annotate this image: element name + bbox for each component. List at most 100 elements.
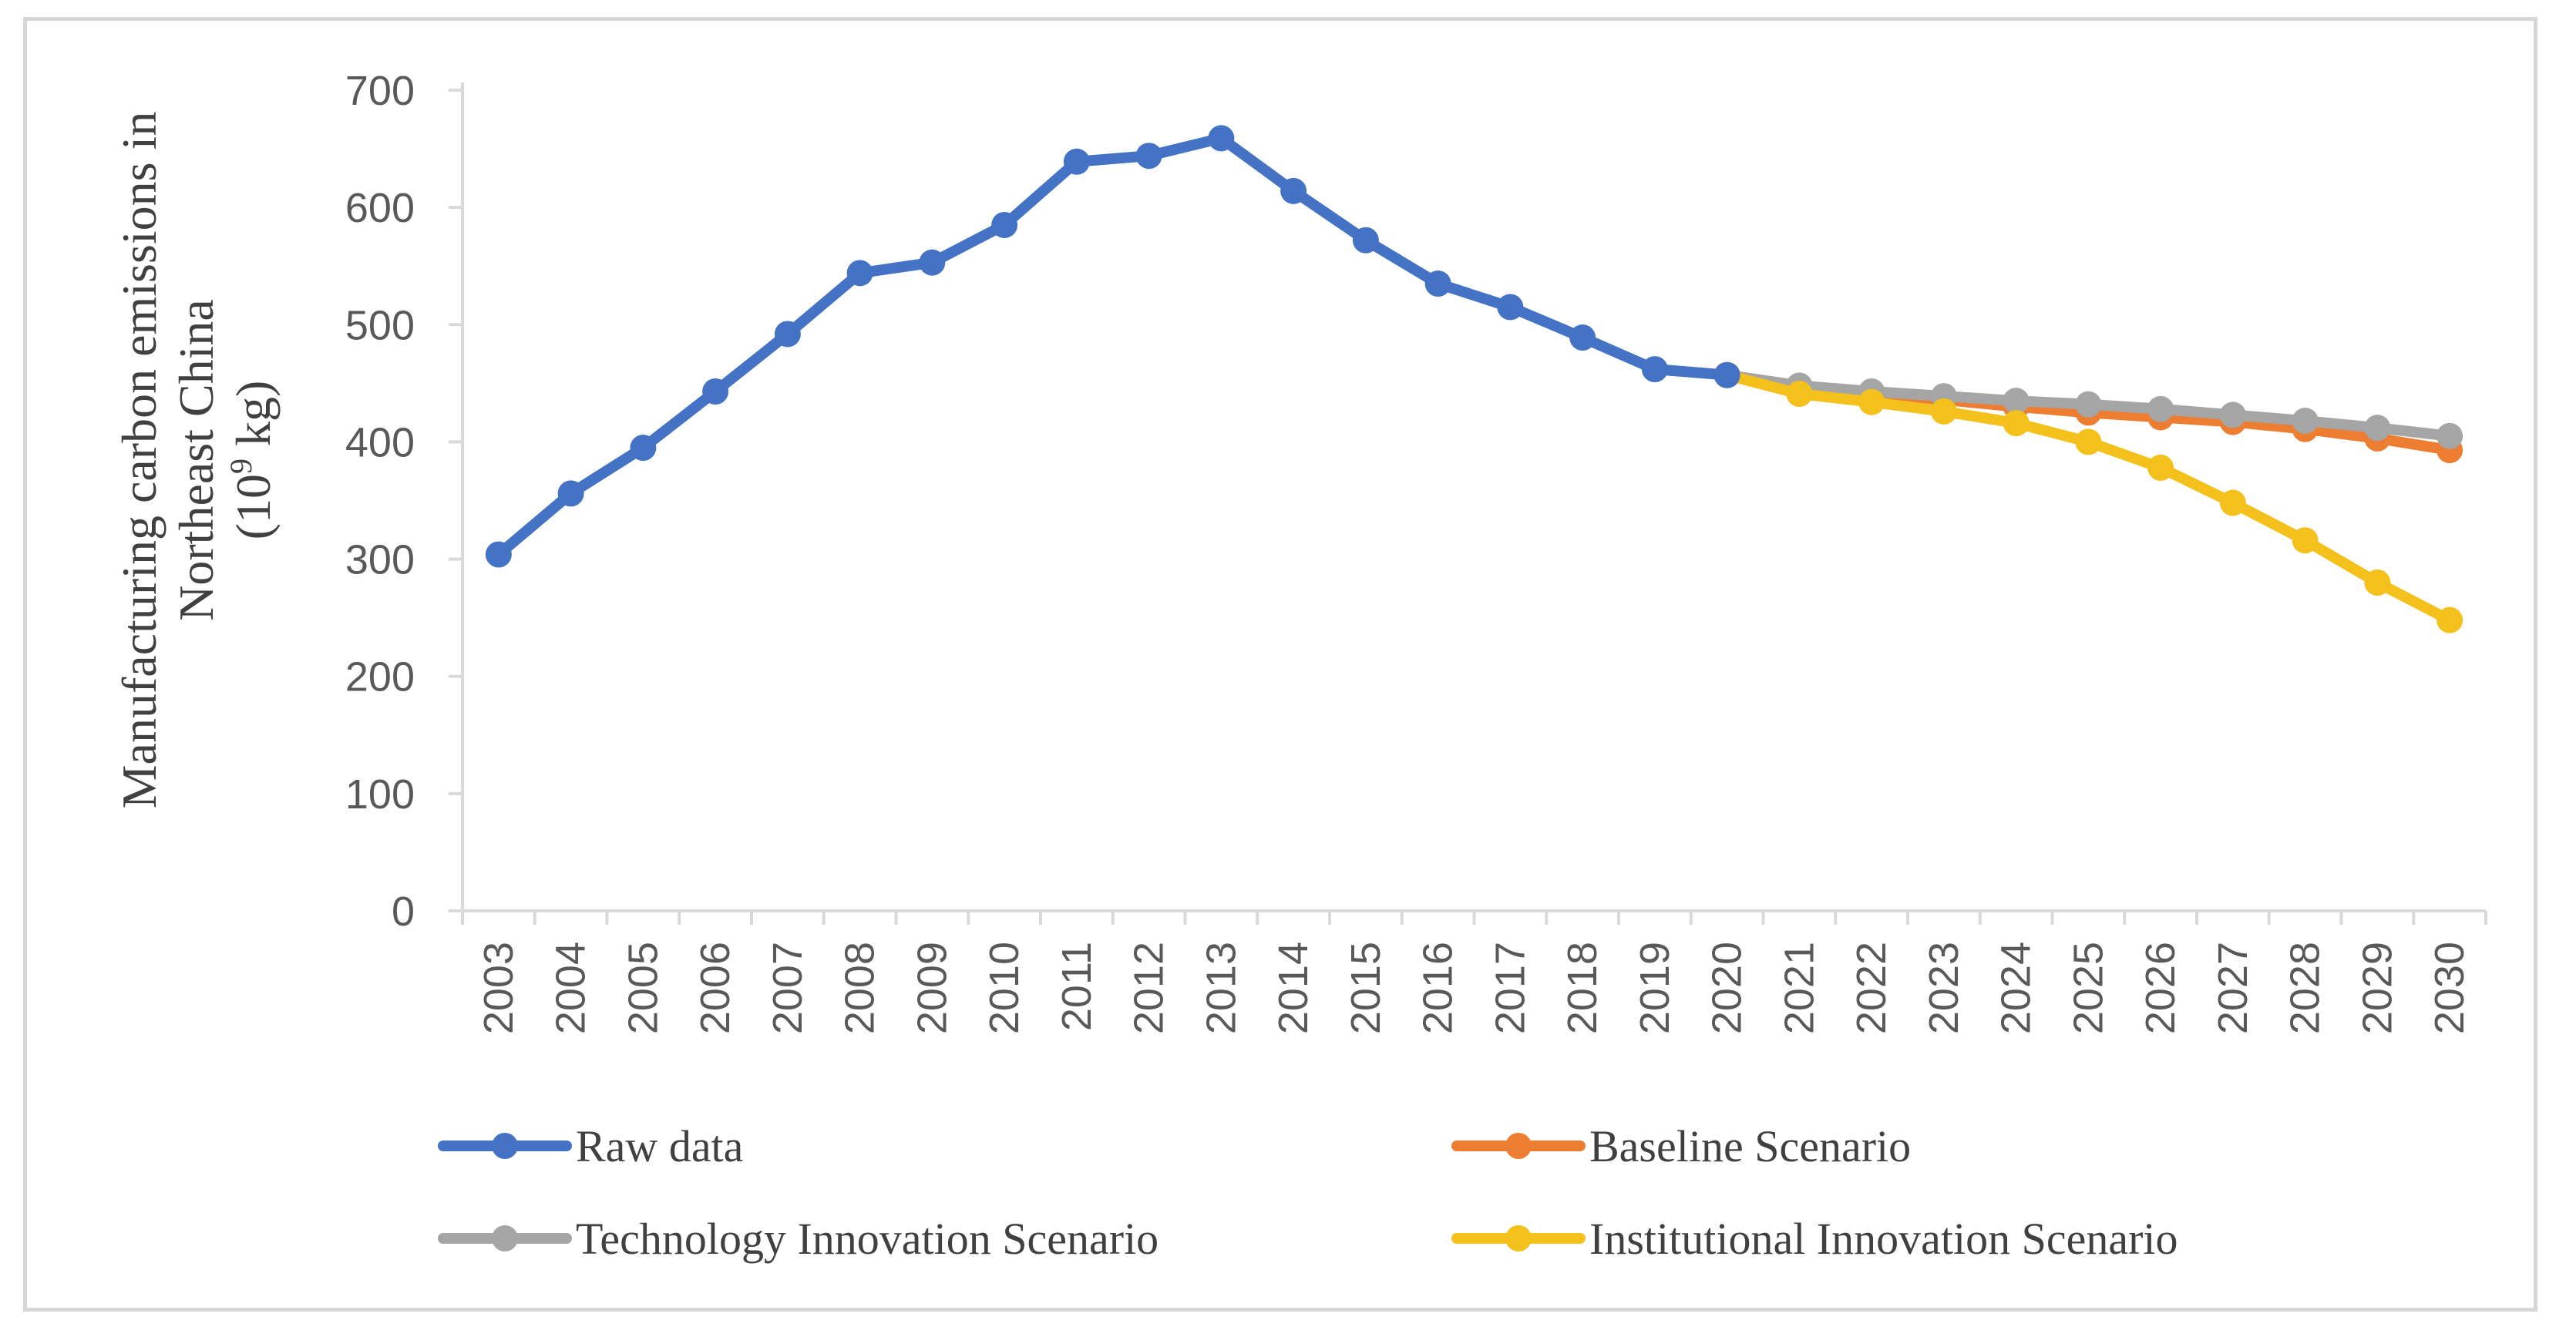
- x-tick-label: 2007: [765, 942, 811, 1034]
- x-tick-label: 2010: [981, 942, 1027, 1034]
- data-point-raw-data: [1063, 148, 1090, 175]
- legend-item-institutional-innovation-scenario: Institutional Innovation Scenario: [1451, 1214, 2178, 1264]
- data-point-raw-data: [774, 321, 801, 348]
- x-tick-label: 2025: [2065, 942, 2111, 1034]
- x-tick-label: 2016: [1415, 942, 1461, 1034]
- data-point-raw-data: [919, 249, 946, 276]
- y-tick-label: 500: [345, 302, 415, 348]
- data-point-institutional-innovation-scenario: [2075, 428, 2102, 455]
- x-tick-label: 2021: [1776, 942, 1822, 1034]
- x-tick-label: 2005: [620, 942, 666, 1034]
- y-axis-title-line-2: Northeast China: [169, 299, 224, 621]
- axes: [449, 82, 2487, 925]
- data-point-institutional-innovation-scenario: [2364, 569, 2391, 596]
- y-axis-title-unit: (109 kg): [224, 381, 281, 540]
- data-point-raw-data: [1497, 294, 1524, 321]
- legend-marker-raw-data: [492, 1133, 518, 1159]
- data-point-raw-data: [1135, 143, 1162, 170]
- legend: Raw data Baseline Scenario Technology Inno…: [438, 1121, 2178, 1264]
- data-point-institutional-innovation-scenario: [2219, 489, 2246, 516]
- x-tick-label: 2015: [1343, 942, 1389, 1034]
- x-tick-label: 2030: [2426, 942, 2473, 1034]
- x-tick-label: 2020: [1704, 942, 1750, 1034]
- legend-label-baseline-scenario: Baseline Scenario: [1589, 1121, 1911, 1171]
- y-tick-label: 200: [345, 654, 415, 700]
- data-point-raw-data: [1424, 270, 1451, 297]
- x-tick-label: 2029: [2354, 942, 2400, 1034]
- x-tick-label: 2024: [1993, 942, 2040, 1034]
- series-line-raw-data: [493, 133, 1733, 560]
- legend-label-institutional-innovation-scenario: Institutional Innovation Scenario: [1589, 1214, 2178, 1264]
- data-point-technology-innovation-scenario: [2147, 395, 2174, 422]
- x-tick-label: 2013: [1198, 942, 1244, 1034]
- data-point-raw-data: [630, 435, 657, 462]
- data-point-technology-innovation-scenario: [2003, 388, 2030, 415]
- data-point-raw-data: [1713, 361, 1740, 388]
- x-tick-label: 2027: [2210, 942, 2256, 1034]
- y-tick-label: 0: [392, 889, 415, 935]
- data-point-institutional-innovation-scenario: [2147, 454, 2174, 481]
- data-point-raw-data: [1641, 356, 1668, 383]
- data-point-raw-data: [485, 541, 512, 568]
- x-tick-label: 2003: [476, 942, 522, 1034]
- series-raw-data: [485, 125, 1740, 568]
- x-tick-label: 2011: [1054, 942, 1100, 1031]
- data-point-raw-data: [702, 378, 729, 405]
- data-point-technology-innovation-scenario: [2219, 401, 2246, 428]
- chart-frame: Manufacturing carbon emissions in Northe…: [23, 17, 2537, 1312]
- x-tick-labels: 2003 2004 2005 2006 2007 2008 2009 2010 2011 2012…: [476, 942, 2473, 1034]
- data-point-raw-data: [1280, 177, 1307, 204]
- legend-item-raw-data: Raw data: [438, 1121, 743, 1171]
- x-tick-label: 2004: [548, 942, 594, 1034]
- data-point-technology-innovation-scenario: [2364, 415, 2391, 442]
- data-point-institutional-innovation-scenario: [1786, 381, 1813, 408]
- y-tick-labels: 0 100 200 300 400 500 600 700: [345, 68, 415, 935]
- x-tick-label: 2008: [837, 942, 883, 1034]
- x-tick-label: 2006: [692, 942, 738, 1034]
- y-axis-unit-exponent: 9: [224, 459, 258, 474]
- x-tick-label: 2023: [1921, 942, 1967, 1034]
- y-axis-title-line-1: Manufacturing carbon emissions in: [112, 112, 166, 809]
- y-tick-label: 100: [345, 771, 415, 818]
- data-point-technology-innovation-scenario: [2436, 422, 2463, 449]
- legend-marker-technology-innovation-scenario: [492, 1225, 518, 1251]
- legend-label-raw-data: Raw data: [576, 1121, 743, 1171]
- y-tick-label: 600: [345, 185, 415, 231]
- x-tick-label: 2019: [1632, 942, 1678, 1034]
- data-point-institutional-innovation-scenario: [1930, 398, 1957, 425]
- data-point-raw-data: [1208, 125, 1235, 152]
- x-tick-label: 2026: [2137, 942, 2184, 1034]
- x-tick-label: 2017: [1487, 942, 1533, 1034]
- data-point-technology-innovation-scenario: [2292, 408, 2319, 435]
- y-axis-unit-open: (10: [226, 474, 281, 539]
- x-tick-label: 2014: [1270, 942, 1317, 1034]
- legend-marker-institutional-innovation-scenario: [1505, 1225, 1532, 1251]
- y-axis-unit-close: kg): [226, 381, 281, 459]
- x-tick-label: 2018: [1559, 942, 1606, 1034]
- data-point-institutional-innovation-scenario: [2436, 606, 2463, 633]
- x-tick-label: 2028: [2282, 942, 2329, 1034]
- data-point-raw-data: [991, 211, 1018, 238]
- data-point-raw-data: [557, 480, 584, 507]
- data-point-raw-data: [1569, 324, 1596, 351]
- data-point-institutional-innovation-scenario: [1858, 388, 1885, 415]
- data-point-institutional-innovation-scenario: [2003, 410, 2030, 437]
- x-tick-label: 2009: [909, 942, 955, 1034]
- legend-item-technology-innovation-scenario: Technology Innovation Scenario: [438, 1214, 1159, 1264]
- data-point-raw-data: [1352, 227, 1379, 254]
- legend-marker-baseline-scenario: [1505, 1133, 1532, 1159]
- y-tick-label: 300: [345, 537, 415, 583]
- legend-item-baseline-scenario: Baseline Scenario: [1451, 1121, 1911, 1171]
- data-point-technology-innovation-scenario: [2075, 391, 2102, 418]
- data-point-raw-data: [846, 260, 873, 287]
- x-tick-label: 2022: [1848, 942, 1895, 1034]
- legend-label-technology-innovation-scenario: Technology Innovation Scenario: [576, 1214, 1159, 1264]
- y-axis-title: Manufacturing carbon emissions in Northe…: [112, 112, 281, 809]
- y-tick-label: 700: [345, 68, 415, 114]
- x-tick-label: 2012: [1126, 942, 1172, 1034]
- line-chart: Manufacturing carbon emissions in Northe…: [112, 68, 2487, 1264]
- data-point-institutional-innovation-scenario: [2292, 527, 2319, 554]
- series-institutional-innovation-scenario: [1713, 361, 2463, 633]
- y-tick-label: 400: [345, 419, 415, 465]
- series-layer: [485, 125, 2463, 633]
